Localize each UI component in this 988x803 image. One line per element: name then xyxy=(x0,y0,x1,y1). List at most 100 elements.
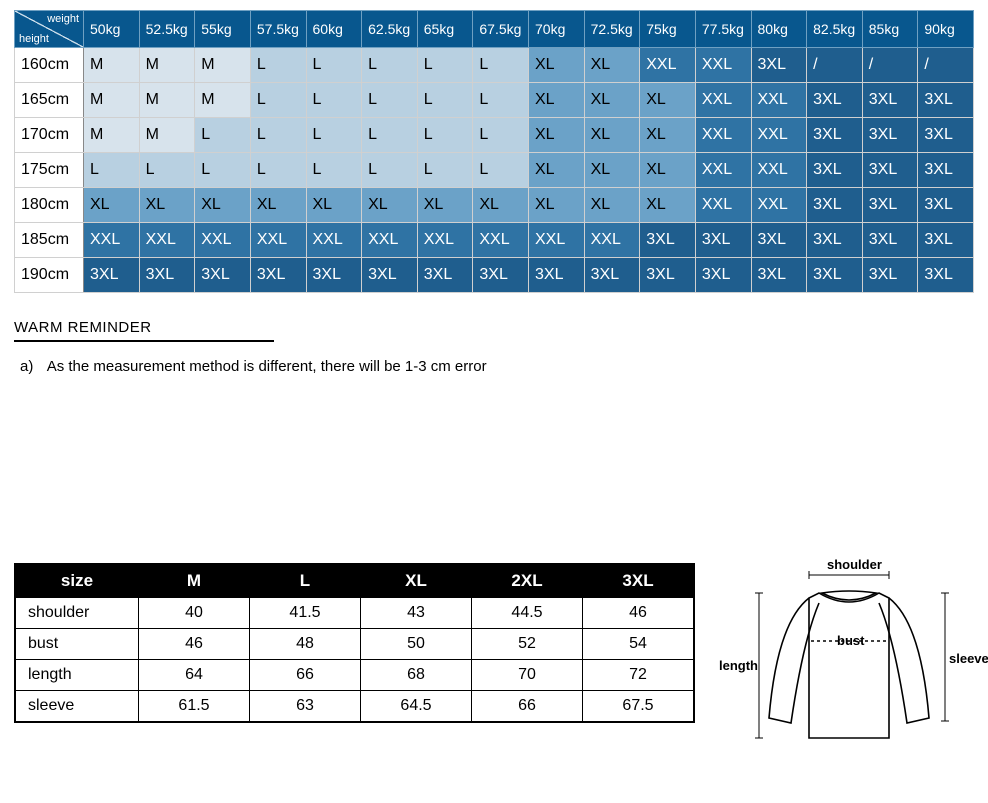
size-cell: XL xyxy=(195,188,251,223)
size-cell: XL xyxy=(529,83,585,118)
size-cell: L xyxy=(473,153,529,188)
size-cell: L xyxy=(84,153,140,188)
size-cell: L xyxy=(195,153,251,188)
dim-header: XL xyxy=(361,564,472,598)
size-cell: XL xyxy=(584,188,640,223)
dim-cell: 66 xyxy=(250,660,361,691)
dim-cell: 48 xyxy=(250,629,361,660)
weight-header: 60kg xyxy=(306,11,362,48)
size-cell: 3XL xyxy=(807,258,863,293)
dim-cell: 63 xyxy=(250,691,361,723)
size-cell: XL xyxy=(640,118,696,153)
size-cell: 3XL xyxy=(862,118,918,153)
size-cell: XL xyxy=(529,188,585,223)
size-cell: L xyxy=(362,83,418,118)
dim-cell: 43 xyxy=(361,598,472,629)
size-cell: XL xyxy=(584,48,640,83)
size-cell: XXL xyxy=(751,83,807,118)
size-cell: 3XL xyxy=(751,258,807,293)
diagram-label-length: length xyxy=(719,658,758,673)
size-cell: L xyxy=(306,153,362,188)
size-cell: 3XL xyxy=(862,223,918,258)
height-header: 180cm xyxy=(15,188,84,223)
size-cell: L xyxy=(250,118,306,153)
dim-cell: 44.5 xyxy=(472,598,583,629)
size-cell: 3XL xyxy=(584,258,640,293)
size-cell: 3XL xyxy=(918,153,974,188)
diagram-label-shoulder: shoulder xyxy=(827,557,882,572)
size-cell: XL xyxy=(584,118,640,153)
size-cell: XXL xyxy=(529,223,585,258)
size-cell: 3XL xyxy=(84,258,140,293)
dim-cell: 67.5 xyxy=(583,691,695,723)
size-cell: XL xyxy=(362,188,418,223)
weight-header: 62.5kg xyxy=(362,11,418,48)
size-cell: XXL xyxy=(695,48,751,83)
weight-header: 77.5kg xyxy=(695,11,751,48)
height-header: 175cm xyxy=(15,153,84,188)
weight-header: 82.5kg xyxy=(807,11,863,48)
reminder-title: WARM REMINDER xyxy=(14,319,974,336)
size-cell: L xyxy=(195,118,251,153)
dim-cell: 61.5 xyxy=(139,691,250,723)
weight-header: 67.5kg xyxy=(473,11,529,48)
size-cell: M xyxy=(195,83,251,118)
diagram-label-sleeve: sleeve xyxy=(949,651,988,666)
size-cell: 3XL xyxy=(139,258,195,293)
size-cell: M xyxy=(84,83,140,118)
reminder-text: a) As the measurement method is differen… xyxy=(20,358,974,375)
dim-cell: 68 xyxy=(361,660,472,691)
weight-header: 80kg xyxy=(751,11,807,48)
size-cell: M xyxy=(139,83,195,118)
dim-header: size xyxy=(15,564,139,598)
matrix-corner: weight height xyxy=(15,11,84,48)
size-cell: XL xyxy=(417,188,473,223)
corner-weight-label: weight xyxy=(47,13,79,25)
size-cell: XXL xyxy=(695,118,751,153)
size-cell: XL xyxy=(584,83,640,118)
size-cell: L xyxy=(250,153,306,188)
size-cell: 3XL xyxy=(807,188,863,223)
height-header: 165cm xyxy=(15,83,84,118)
size-cell: / xyxy=(862,48,918,83)
size-cell: L xyxy=(417,48,473,83)
dim-cell: 64 xyxy=(139,660,250,691)
size-cell: 3XL xyxy=(529,258,585,293)
dim-row-label: sleeve xyxy=(15,691,139,723)
size-cell: M xyxy=(195,48,251,83)
dim-header: M xyxy=(139,564,250,598)
size-cell: L xyxy=(362,48,418,83)
size-cell: XL xyxy=(84,188,140,223)
dim-row-label: shoulder xyxy=(15,598,139,629)
size-cell: 3XL xyxy=(695,223,751,258)
size-cell: M xyxy=(84,48,140,83)
size-cell: 3XL xyxy=(473,258,529,293)
size-cell: XL xyxy=(640,83,696,118)
weight-header: 72.5kg xyxy=(584,11,640,48)
size-cell: L xyxy=(473,118,529,153)
size-cell: XXL xyxy=(751,188,807,223)
dim-cell: 66 xyxy=(472,691,583,723)
corner-height-label: height xyxy=(19,33,49,45)
shirt-diagram: shoulder bust length sleeve xyxy=(719,563,979,763)
size-cell: 3XL xyxy=(250,258,306,293)
diagram-label-bust: bust xyxy=(837,633,864,648)
size-cell: 3XL xyxy=(362,258,418,293)
size-cell: / xyxy=(918,48,974,83)
size-cell: 3XL xyxy=(807,153,863,188)
dim-header: L xyxy=(250,564,361,598)
size-cell: XXL xyxy=(751,118,807,153)
dim-cell: 41.5 xyxy=(250,598,361,629)
size-cell: L xyxy=(417,83,473,118)
size-cell: 3XL xyxy=(751,223,807,258)
size-cell: XL xyxy=(139,188,195,223)
size-cell: M xyxy=(139,48,195,83)
size-cell: XXL xyxy=(362,223,418,258)
dim-header: 3XL xyxy=(583,564,695,598)
size-cell: 3XL xyxy=(918,188,974,223)
size-cell: L xyxy=(473,83,529,118)
size-cell: XXL xyxy=(695,188,751,223)
size-cell: 3XL xyxy=(306,258,362,293)
weight-header: 50kg xyxy=(84,11,140,48)
size-cell: L xyxy=(417,153,473,188)
